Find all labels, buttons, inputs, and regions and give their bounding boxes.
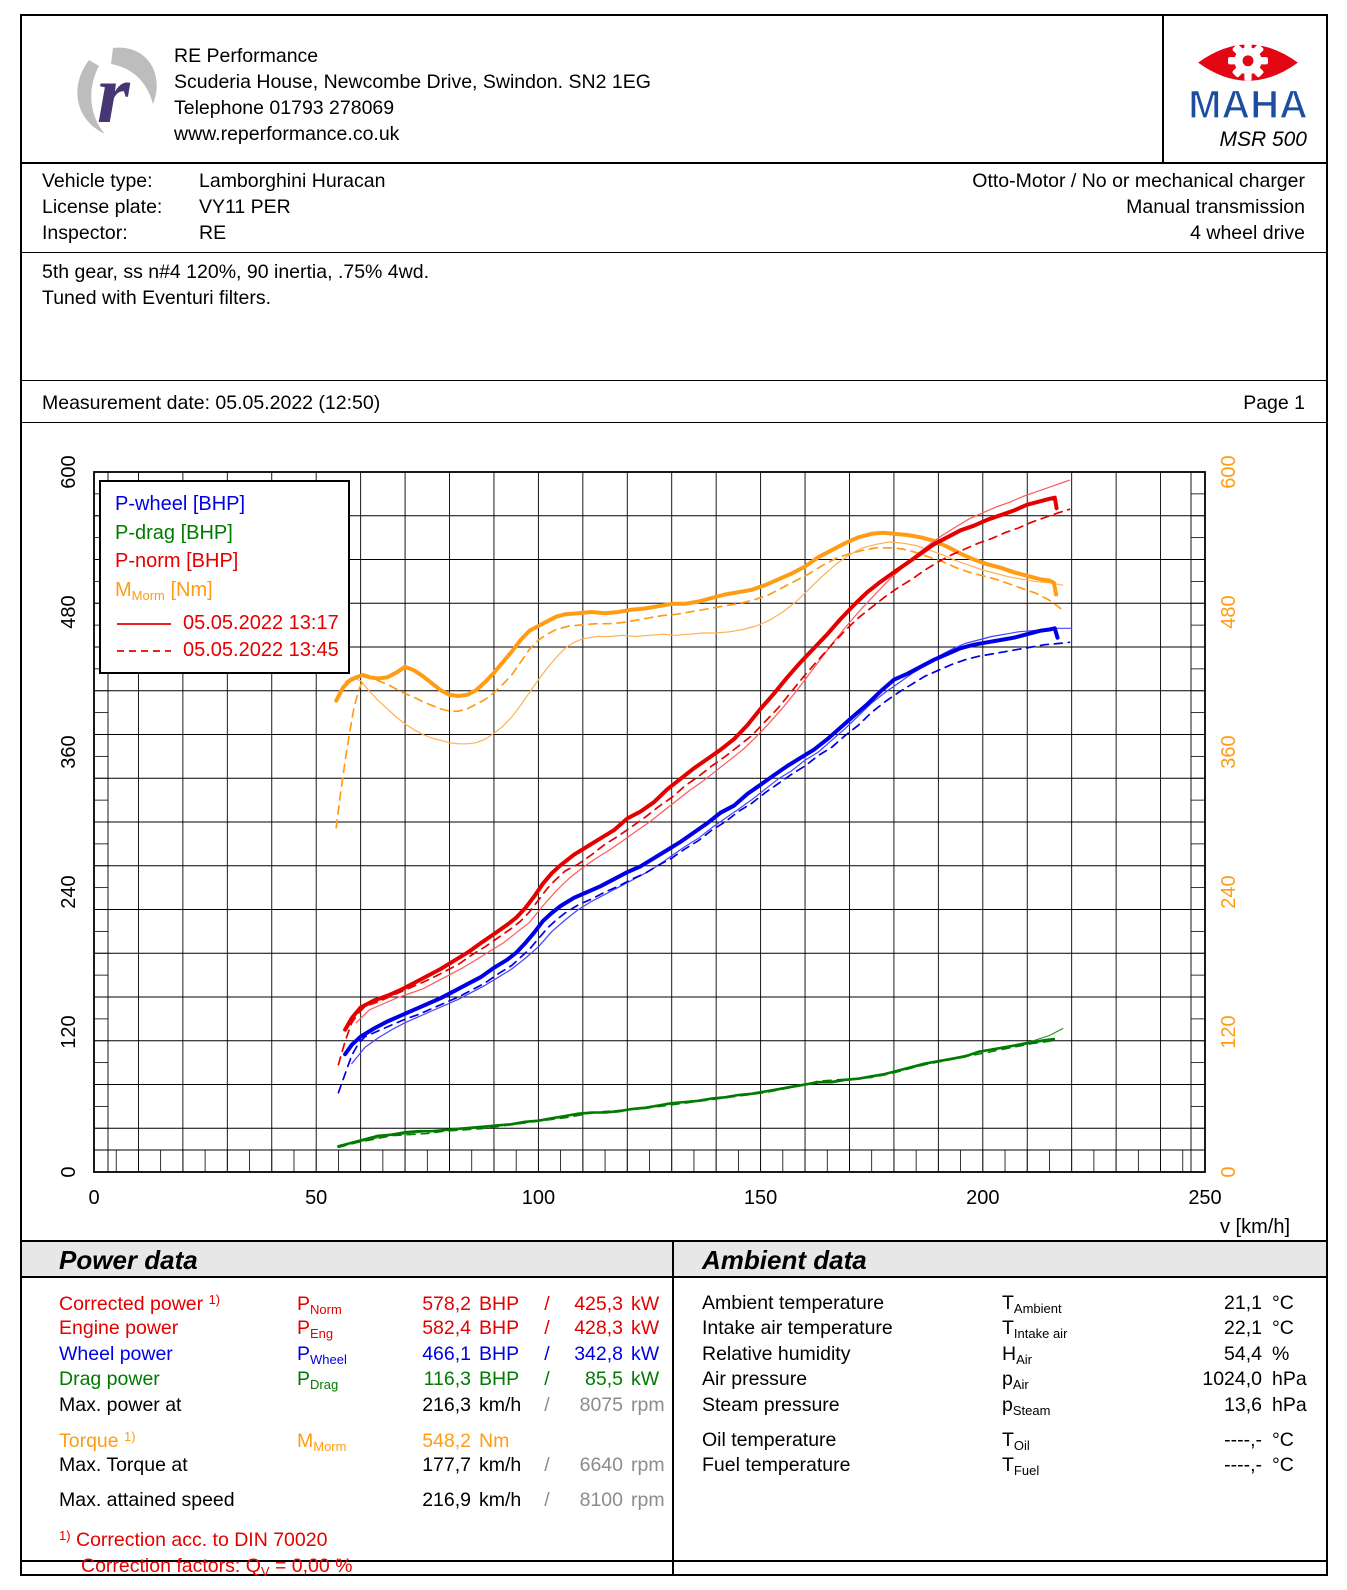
vehicle-type-label: Vehicle type: [42, 170, 153, 192]
svg-text:240: 240 [1218, 875, 1240, 908]
table-row-air-pressure: Air pressure pAir 1024,0 hPa [702, 1368, 1307, 1393]
power-data-header: Power data [22, 1240, 672, 1278]
vehicle-rule [22, 252, 1326, 253]
correction-footnote-2: Correction factors: QV = 0,00 % [81, 1554, 353, 1579]
svg-text:200: 200 [966, 1187, 999, 1209]
table-row-intake-temp: Intake air temperature TIntake air 22,1 °… [702, 1317, 1294, 1342]
table-row-humidity: Relative humidity HAir 54,4% [702, 1342, 1290, 1367]
table-row-ambient-temp: Ambient temperature TAmbient 21,1 °C [702, 1292, 1294, 1316]
dashed-line-sample [117, 649, 171, 652]
report-page: r RE Performance Scuderia House, Newcomb… [20, 14, 1330, 1579]
measurement-rule-top [22, 380, 1326, 381]
table-row-wheel-power: Wheel power PWheel 466,1 BHP / 342,8 kW [59, 1342, 660, 1367]
measurement-rule-bottom [22, 422, 1326, 423]
svg-text:360: 360 [58, 735, 80, 768]
test-note-2: Tuned with Eventuri filters. [42, 287, 272, 309]
table-row-corrected-power: Corrected power 1) PNorm 578,2 BHP / 425,… [59, 1292, 660, 1317]
table-row-max-torque-at: Max. Torque at 177,7 km/h / 6640 rpm [59, 1454, 665, 1477]
svg-text:0: 0 [1218, 1166, 1240, 1177]
inspector-label: Inspector: [42, 222, 128, 244]
svg-text:480: 480 [58, 595, 80, 628]
maha-logo: MAHA [1188, 40, 1308, 128]
series-torque-run1-thick [334, 530, 1059, 703]
engine-type: Otto-Motor / No or mechanical charger [972, 170, 1305, 192]
table-row-torque: Torque 1) MMorm 548,2 Nm [59, 1428, 510, 1454]
re-performance-logo: r [77, 47, 157, 141]
transmission-type: Manual transmission [1126, 196, 1305, 218]
power-data-table: Corrected power 1) PNorm 578,2 BHP / 425,… [59, 1292, 679, 1584]
drive-type: 4 wheel drive [1190, 222, 1305, 244]
series-pdrag-run1-thick [337, 1037, 1056, 1148]
legend-run-2: 05.05.2022 13:45 [115, 637, 348, 664]
legend-pnorm: P-norm [BHP] [115, 550, 239, 572]
svg-text:360: 360 [1218, 735, 1240, 768]
series-pdrag-raw-thin [342, 1027, 1064, 1146]
test-note-1: 5th gear, ss n#4 120%, 90 inertia, .75% … [42, 261, 430, 283]
table-row-max-power-at: Max. power at 216,3 km/h / 8075 rpm [59, 1393, 665, 1416]
measurement-date: Measurement date: 05.05.2022 (12:50) [42, 392, 381, 414]
series-pwheel-raw-thin [351, 627, 1073, 1065]
correction-footnote-1: 1) Correction acc. to DIN 70020 [59, 1528, 328, 1552]
table-row-steam-pressure: Steam pressure pSteam 13,6 hPa [702, 1393, 1307, 1418]
table-row-fuel-temp: Fuel temperature TFuel ----,- °C [702, 1454, 1294, 1479]
ambient-data-header: Ambient data [672, 1240, 1326, 1278]
maha-wordmark: MAHA [1188, 83, 1308, 127]
svg-text:100: 100 [522, 1187, 555, 1209]
table-row-drag-power: Drag power PDrag 116,3 BHP / 85,5 kW [59, 1368, 660, 1393]
company-website: www.reperformance.co.uk [174, 123, 400, 145]
series-pnorm-run2-dashed [337, 508, 1071, 1066]
svg-text:0: 0 [88, 1187, 99, 1209]
series-pwheel-run1-thick [343, 626, 1060, 1057]
solid-line-sample [117, 622, 171, 625]
company-phone: Telephone 01793 278069 [174, 97, 395, 119]
company-address: Scuderia House, Newcombe Drive, Swindon.… [174, 71, 651, 93]
svg-text:600: 600 [58, 455, 80, 488]
device-model: MSR 500 [1219, 128, 1307, 151]
legend-pdrag: P-drag [BHP] [115, 521, 233, 544]
svg-text:600: 600 [1218, 455, 1240, 488]
chart-canvas: 0 120 240 360 480 600 0 120 240 360 480 600 0 50 100 15… [58, 455, 1290, 1238]
svg-text:120: 120 [1218, 1015, 1240, 1048]
section-divider [672, 1240, 674, 1574]
svg-text:0: 0 [58, 1166, 80, 1177]
svg-text:250: 250 [1188, 1187, 1221, 1209]
series-torque-raw-thin [344, 541, 1064, 745]
svg-text:150: 150 [744, 1187, 777, 1209]
svg-text:v [km/h]: v [km/h] [1220, 1216, 1290, 1238]
legend-pwheel: P-wheel [BHP] [115, 493, 246, 515]
dyno-chart: 0 120 240 360 480 600 0 120 240 360 480 600 0 50 100 15… [22, 432, 1326, 1244]
gear-icon [1228, 40, 1268, 81]
series-torque-run2-dashed [335, 546, 1062, 829]
license-plate-value: VY11 PER [199, 196, 291, 218]
inspector-value: RE [199, 222, 227, 244]
svg-text:120: 120 [58, 1015, 80, 1048]
table-row-oil-temp: Oil temperature TOil ----,- °C [702, 1428, 1294, 1453]
svg-text:480: 480 [1218, 595, 1240, 628]
series-pwheel-run2-dashed [337, 641, 1071, 1094]
company-block: RE Performance Scuderia House, Newcombe … [174, 43, 651, 147]
svg-text:50: 50 [305, 1187, 327, 1209]
license-plate-label: License plate: [42, 196, 163, 218]
header-rule [22, 162, 1326, 164]
series-pnorm-run1-thick [343, 495, 1059, 1032]
svg-text:240: 240 [58, 875, 80, 908]
series-pnorm-raw-thin [355, 479, 1071, 1024]
legend-torque: MMorm [Nm] [115, 578, 213, 603]
page-number: Page 1 [1243, 392, 1305, 414]
chart-legend: P-wheel [BHP] P-drag [BHP] P-norm [BHP] … [99, 480, 350, 674]
table-row-max-attained-speed: Max. attained speed 216,9 km/h / 8100 rpm [59, 1488, 665, 1511]
svg-text:r: r [97, 48, 131, 141]
legend-run-1: 05.05.2022 13:17 [115, 610, 348, 637]
header-divider [1162, 16, 1164, 162]
ambient-data-table: Ambient temperature TAmbient 21,1 °C Inta… [702, 1292, 1330, 1480]
vehicle-type-value: Lamborghini Huracan [199, 170, 386, 192]
company-name: RE Performance [174, 45, 319, 67]
series-pdrag-run2-dashed [337, 1039, 1057, 1149]
table-row-engine-power: Engine power PEng 582,4 BHP / 428,3 kW [59, 1317, 660, 1342]
footer-rule [22, 1560, 1326, 1562]
